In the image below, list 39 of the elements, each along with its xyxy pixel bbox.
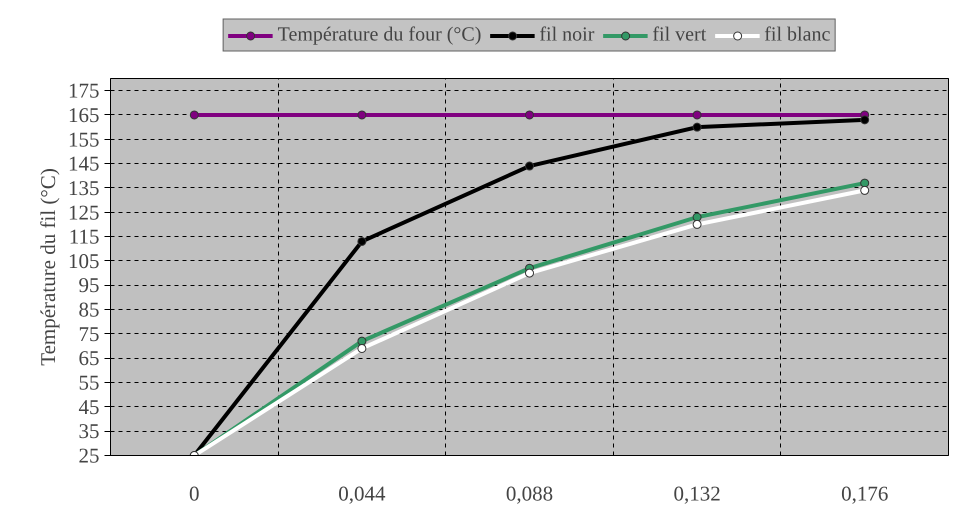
y-tick-label: 135 [68, 176, 100, 200]
y-tick-label: 25 [78, 444, 100, 468]
y-tick-label: 145 [68, 152, 100, 176]
y-tick-label: 55 [78, 370, 100, 395]
y-axis-title: Température du fil (°C) [36, 168, 60, 366]
legend-label: fil vert [652, 24, 706, 46]
y-tick-label: 45 [78, 394, 100, 419]
point [525, 162, 534, 171]
point [357, 110, 366, 120]
y-tick-label: 95 [78, 273, 100, 298]
x-tick-label: 0,132 [673, 482, 721, 506]
point [692, 110, 702, 120]
point [357, 344, 366, 353]
point [692, 212, 702, 222]
y-tick-label: 65 [78, 346, 100, 370]
y-tick-label: 125 [68, 200, 100, 224]
y-tick-label: 105 [68, 248, 100, 273]
x-tick-label: 0,176 [841, 482, 888, 506]
point [357, 236, 366, 246]
legend-label: Température du four (°C) [278, 24, 482, 46]
x-tick-label: 0,044 [338, 482, 386, 506]
y-tick-label: 85 [78, 298, 100, 322]
y-tick-label: 35 [78, 419, 100, 444]
y-tick-label: 165 [68, 102, 100, 127]
y-tick-label: 75 [78, 322, 100, 346]
point [525, 110, 534, 120]
x-tick-label: 0 [189, 482, 200, 506]
point [190, 110, 199, 120]
point [525, 268, 534, 278]
point [692, 122, 702, 132]
point [692, 220, 702, 229]
y-tick-label: 115 [68, 224, 100, 249]
y-tick-label: 175 [68, 78, 100, 103]
legend-label: fil blanc [764, 24, 830, 46]
point [860, 186, 870, 195]
point [860, 115, 870, 124]
y-tick-label: 155 [68, 127, 100, 152]
legend-label: fil noir [539, 24, 594, 46]
x-tick-label: 0,088 [506, 482, 554, 506]
